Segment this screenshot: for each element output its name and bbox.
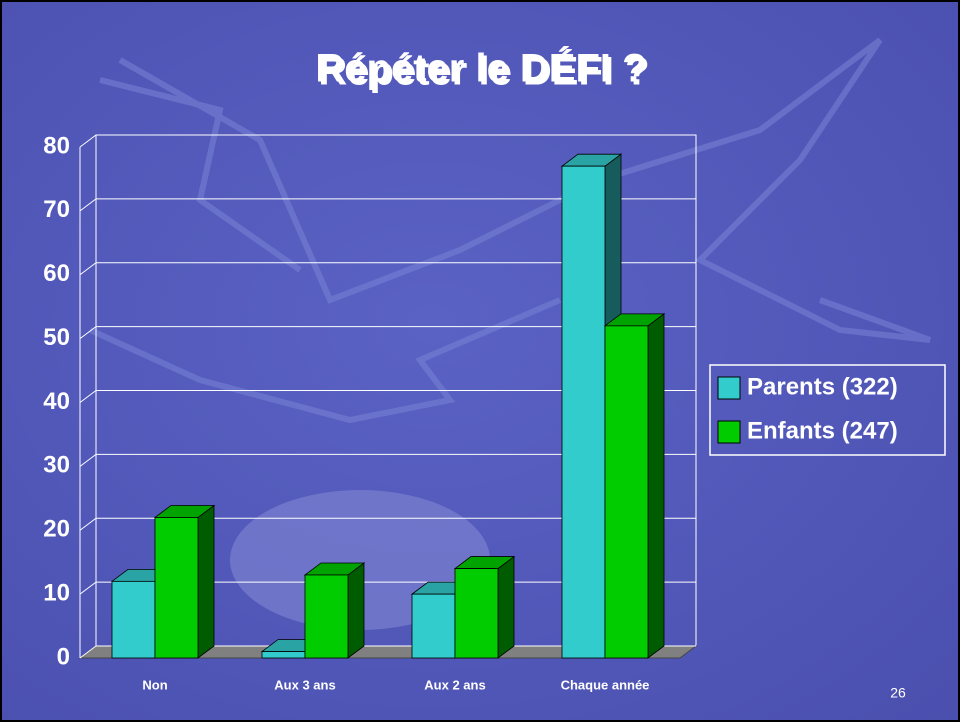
bar [562, 166, 605, 658]
slide-number: 26 [890, 685, 906, 701]
legend-label: Enfants (247) [747, 417, 898, 444]
bar-side [348, 563, 364, 658]
bar [412, 594, 455, 658]
y-tick-label: 50 [43, 324, 70, 351]
bar-side [648, 314, 664, 658]
x-tick-label: Chaque année [561, 677, 650, 692]
bar [605, 326, 648, 658]
x-tick-label: Aux 2 ans [424, 677, 485, 692]
y-tick-label: 40 [43, 388, 70, 415]
y-tick-label: 10 [43, 579, 70, 606]
bar-side [498, 557, 514, 658]
y-tick-label: 70 [43, 196, 70, 223]
x-tick-label: Aux 3 ans [274, 677, 335, 692]
y-tick-label: 0 [57, 643, 70, 670]
bar [455, 569, 498, 658]
bar-side [198, 505, 214, 658]
y-tick-label: 80 [43, 132, 70, 159]
legend-swatch [718, 421, 740, 443]
bar [262, 652, 305, 658]
chart-title: Répéter le DÉFI ? [315, 46, 646, 91]
y-tick-label: 20 [43, 516, 70, 543]
bar [155, 517, 198, 658]
x-tick-label: Non [142, 677, 167, 692]
page: Répéter le DÉFI ? Répéter le DÉFI ? 26 0… [0, 0, 960, 722]
slide: Répéter le DÉFI ? Répéter le DÉFI ? 26 0… [0, 0, 960, 722]
bar [305, 575, 348, 658]
y-tick-label: 60 [43, 260, 70, 287]
bar [112, 581, 155, 658]
legend-swatch [718, 377, 740, 399]
y-tick-label: 30 [43, 452, 70, 479]
legend-label: Parents (322) [747, 373, 898, 400]
